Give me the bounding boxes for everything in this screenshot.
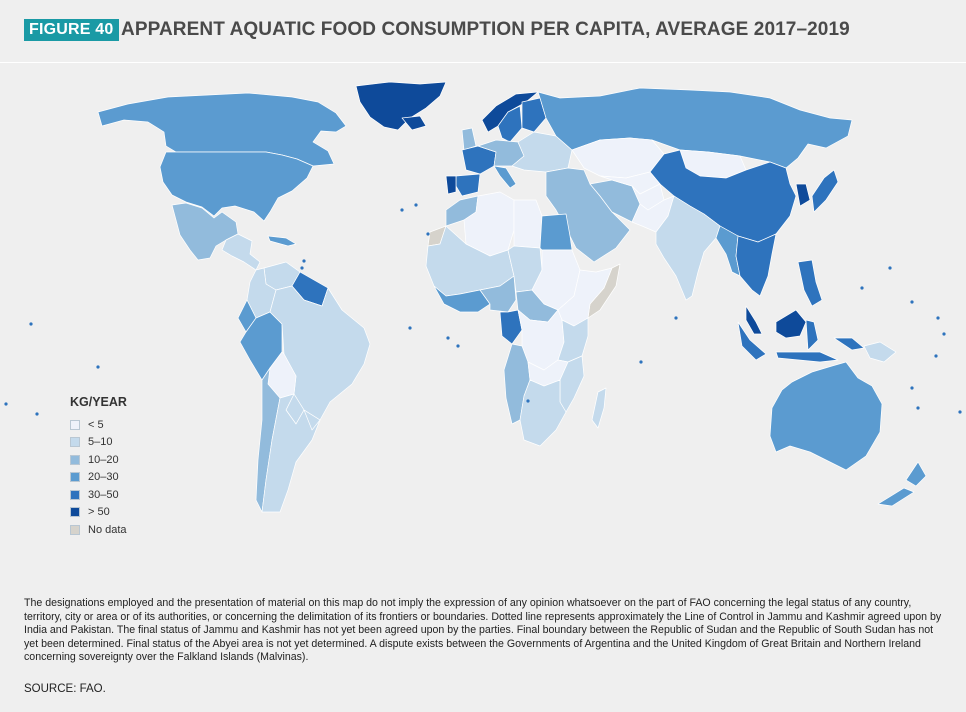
figure-number-badge: FIGURE 40	[24, 19, 119, 41]
legend-item-5-10: 5–10	[70, 434, 127, 452]
map-legend: KG/YEAR < 5 5–10 10–20 20–30 30–50 > 50 …	[70, 394, 127, 539]
figure-header: FIGURE 40 APPARENT AQUATIC FOOD CONSUMPT…	[0, 0, 966, 63]
island-marker	[4, 402, 8, 406]
country-central-america	[221, 233, 261, 271]
source-note: SOURCE: FAO.	[24, 683, 106, 695]
island-marker	[294, 283, 298, 287]
island-marker	[639, 360, 643, 364]
world-map	[4, 81, 962, 513]
country-caribbean	[267, 235, 297, 247]
country-middle-east	[545, 167, 631, 263]
island-marker	[934, 354, 938, 358]
island-marker	[674, 316, 678, 320]
island-marker	[96, 365, 100, 369]
country-new-zealand	[877, 461, 927, 507]
legend-label: 30–50	[88, 488, 119, 501]
legend-swatch	[70, 419, 80, 430]
island-marker	[302, 259, 306, 263]
legend-swatch	[70, 489, 80, 500]
country-egypt	[539, 213, 573, 251]
island-marker	[29, 322, 33, 326]
country-portugal	[445, 175, 457, 195]
island-marker	[910, 300, 914, 304]
island-marker	[426, 232, 430, 236]
country-united-states	[159, 151, 314, 222]
country-australia	[769, 361, 883, 471]
legend-swatch	[70, 472, 80, 483]
country-philippines	[797, 259, 823, 307]
country-iceland	[401, 115, 427, 131]
legend-item-10-20: 10–20	[70, 451, 127, 469]
legend-label: 10–20	[88, 453, 119, 466]
legend-swatch	[70, 437, 80, 448]
country-spain	[455, 173, 481, 197]
legend-label: > 50	[88, 506, 110, 519]
figure-title: APPARENT AQUATIC FOOD CONSUMPTION PER CA…	[121, 19, 850, 40]
island-marker	[942, 332, 946, 336]
country-indonesia	[737, 319, 865, 363]
country-nigeria	[479, 275, 517, 313]
country-libya	[513, 199, 543, 249]
island-marker	[916, 406, 920, 410]
legend-swatch	[70, 507, 80, 518]
legend-label: < 5	[88, 418, 104, 431]
country-japan	[811, 169, 839, 213]
island-marker	[300, 266, 304, 270]
legend-swatch	[70, 524, 80, 535]
legend-item-no-data: No data	[70, 521, 127, 539]
island-marker	[526, 399, 530, 403]
country-papua-new-guinea	[863, 341, 897, 363]
legend-label: No data	[88, 523, 127, 536]
country-argentina	[261, 393, 321, 513]
island-marker	[910, 386, 914, 390]
island-marker	[35, 412, 39, 416]
country-canada	[97, 92, 347, 167]
legend-swatch	[70, 454, 80, 465]
country-uruguay	[303, 409, 321, 431]
island-marker	[414, 203, 418, 207]
country-korea	[795, 183, 811, 207]
map-disclaimer-footnote: The designations employed and the presen…	[24, 597, 942, 663]
country-united-kingdom	[461, 127, 477, 151]
island-marker	[400, 208, 404, 212]
island-marker	[408, 326, 412, 330]
country-malaysia	[745, 305, 807, 339]
legend-item-lt5: < 5	[70, 416, 127, 434]
legend-title: KG/YEAR	[70, 395, 127, 409]
island-marker	[888, 266, 892, 270]
island-marker	[456, 344, 460, 348]
legend-label: 20–30	[88, 471, 119, 484]
country-madagascar	[591, 387, 607, 429]
island-marker	[446, 336, 450, 340]
island-marker	[958, 410, 962, 414]
island-marker	[299, 274, 303, 278]
country-indochina	[735, 233, 777, 297]
legend-item-30-50: 30–50	[70, 486, 127, 504]
legend-label: 5–10	[88, 436, 113, 449]
country-india	[655, 195, 721, 301]
island-marker	[936, 316, 940, 320]
country-south-africa	[519, 379, 567, 447]
country-greenland	[355, 81, 447, 131]
legend-item-gt50: > 50	[70, 504, 127, 522]
island-marker	[860, 286, 864, 290]
country-italy	[493, 165, 517, 189]
legend-item-20-30: 20–30	[70, 469, 127, 487]
country-finland	[521, 97, 547, 133]
